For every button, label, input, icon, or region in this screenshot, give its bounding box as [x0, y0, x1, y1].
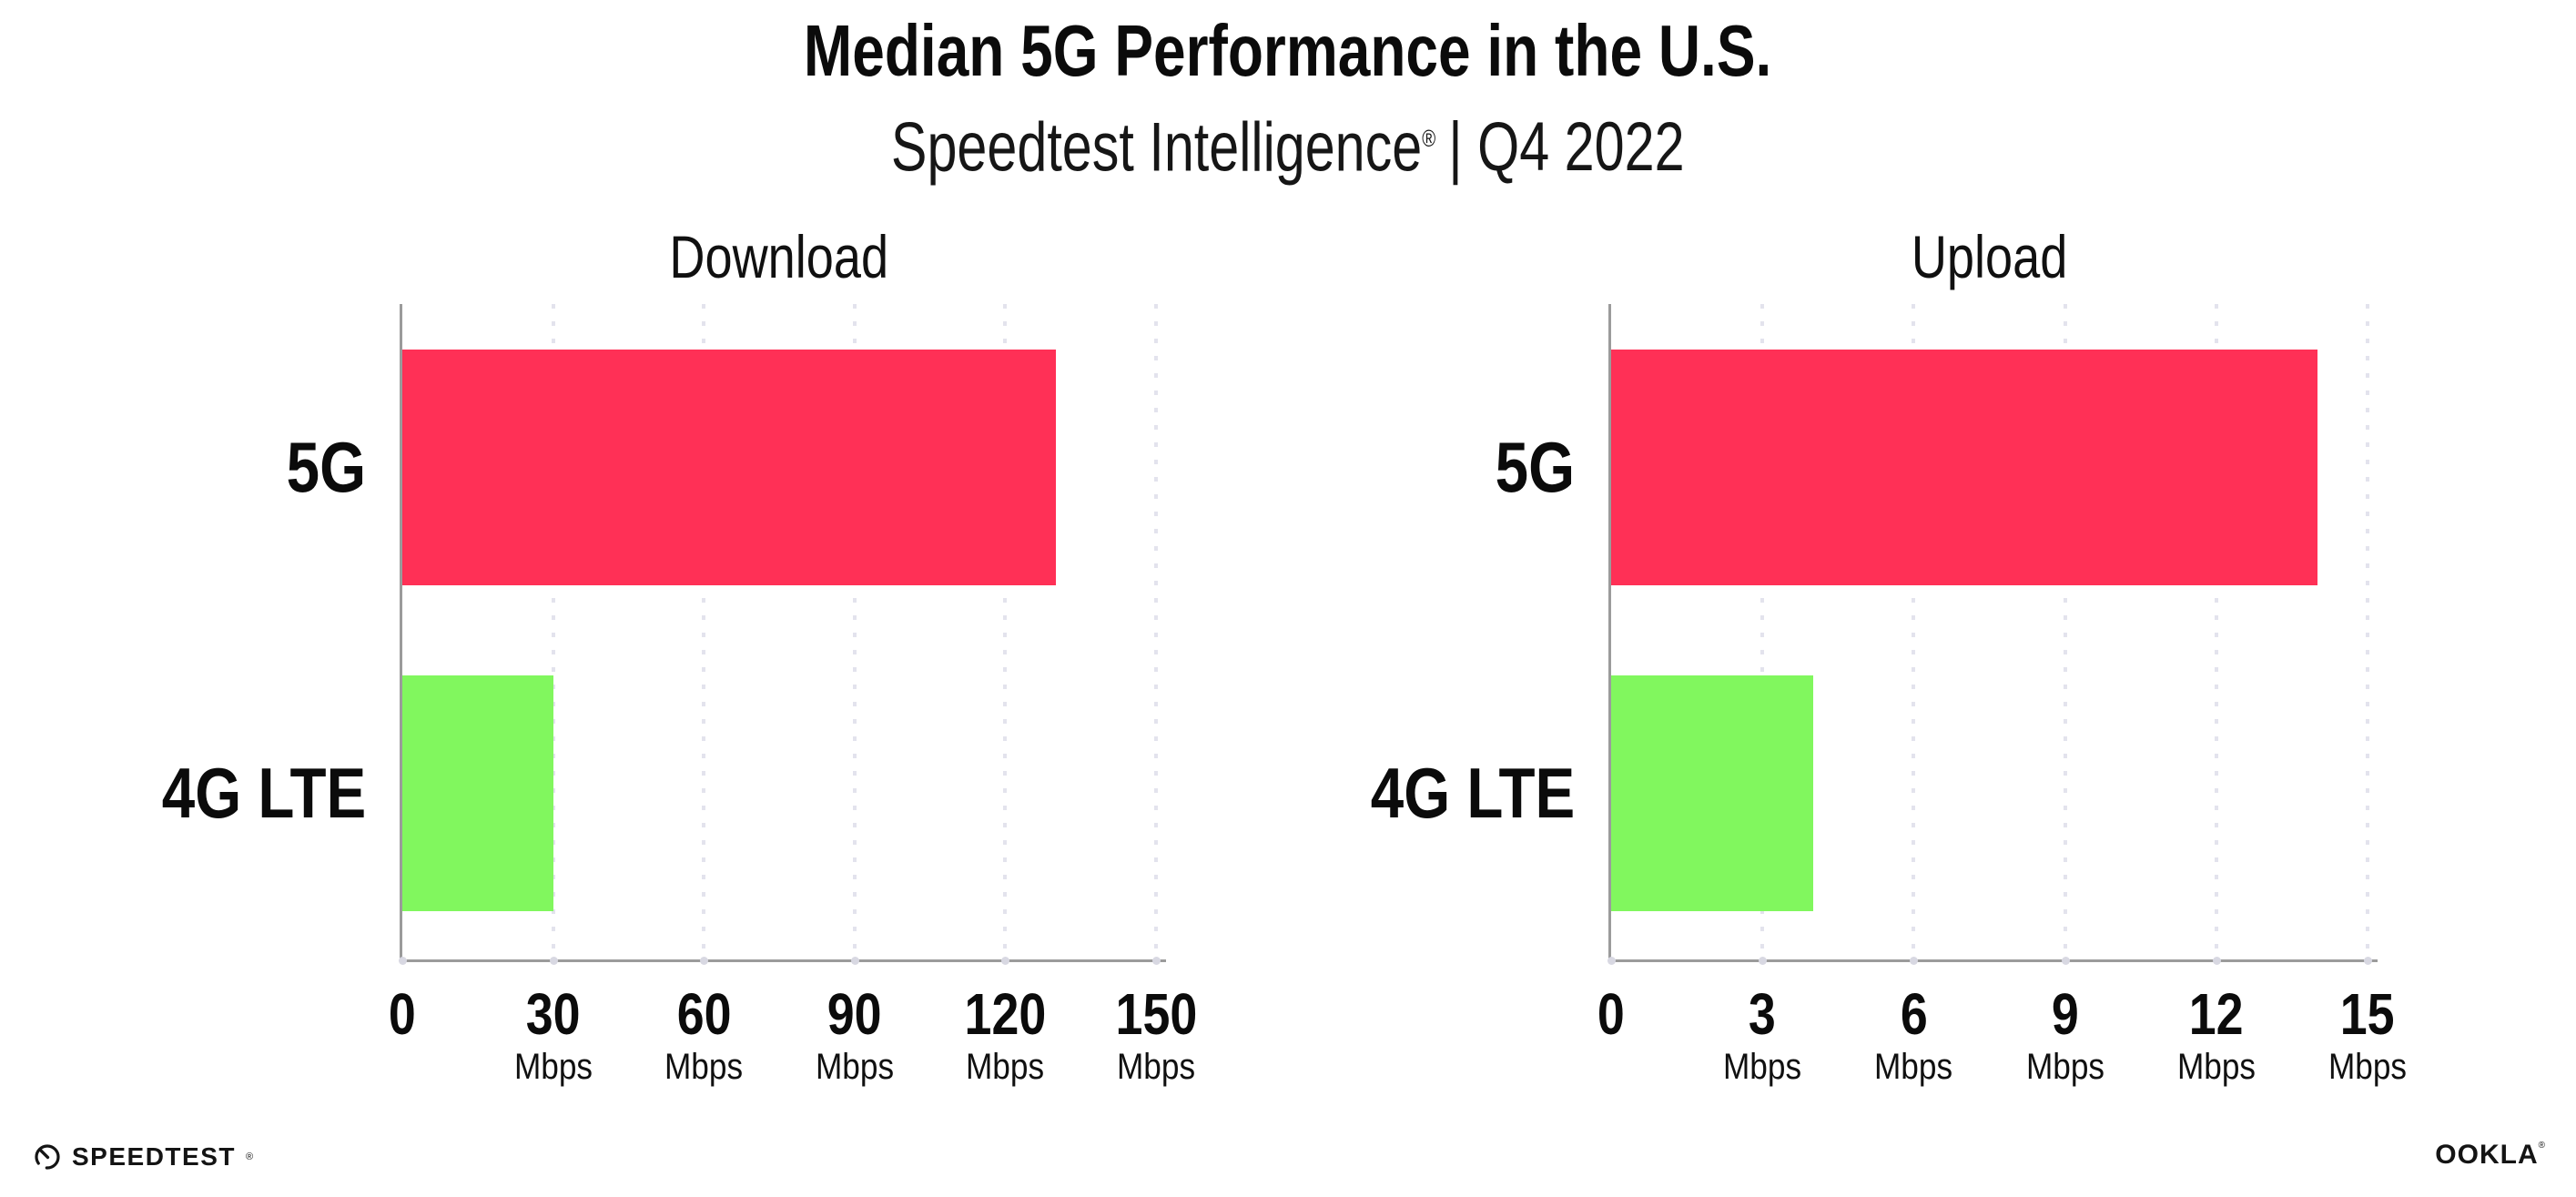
axis-tick-dot: [850, 957, 859, 965]
tick-value: 9: [2051, 981, 2079, 1047]
category-label: 5G: [1101, 350, 1575, 585]
x-axis: [1608, 959, 2378, 962]
tick-value: 3: [1749, 981, 1777, 1047]
ookla-registered-icon: ®: [2538, 1141, 2545, 1151]
chart-title: Download: [402, 224, 1156, 289]
tick-value: 6: [1900, 981, 1928, 1047]
gridline: [1760, 304, 1765, 959]
subtitle-brand: Speedtest Intelligence: [891, 108, 1423, 187]
axis-tick-dot: [2212, 957, 2221, 965]
bar-4g-lte: [402, 675, 553, 911]
category-label: 5G: [0, 350, 366, 585]
tick-unit: Mbps: [1116, 1047, 1196, 1087]
y-axis: [400, 304, 402, 962]
tick-unit: Mbps: [664, 1047, 744, 1087]
category-label: 4G LTE: [0, 675, 366, 911]
x-tick-label: 60 Mbps: [594, 985, 813, 1087]
axis-tick-dot: [2364, 957, 2372, 965]
axis-tick-dot: [1152, 957, 1161, 965]
x-tick-label: 90 Mbps: [745, 985, 964, 1087]
bar-4g-lte: [1611, 675, 1813, 911]
tick-value: 150: [1115, 981, 1197, 1047]
ookla-wordmark: OOKLA: [2435, 1140, 2539, 1170]
x-tick-label: 120 Mbps: [896, 985, 1114, 1087]
tick-unit: Mbps: [966, 1047, 1045, 1087]
gridline: [1912, 304, 1916, 959]
speedtest-logo: SPEEDTEST ®: [33, 1140, 253, 1174]
tick-unit: Mbps: [815, 1047, 894, 1087]
page-title-text: Median 5G Performance in the U.S.: [804, 10, 1772, 91]
tick-value: 12: [2188, 981, 2244, 1047]
speedtest-wordmark: SPEEDTEST: [72, 1142, 236, 1171]
tick-unit: Mbps: [1723, 1047, 1802, 1087]
x-tick-label: 150 Mbps: [1047, 985, 1265, 1087]
gridline: [2214, 304, 2218, 959]
category-label: 4G LTE: [1101, 675, 1575, 911]
x-tick-label: 9 Mbps: [1956, 985, 2175, 1087]
tick-value: 0: [389, 981, 416, 1047]
subtitle-period: | Q4 2022: [1448, 108, 1685, 187]
axis-tick-dot: [1001, 957, 1010, 965]
x-tick-label: 0: [1502, 985, 1720, 1043]
chart-title-text: Upload: [1911, 223, 2068, 290]
category-label-text: 5G: [286, 427, 366, 507]
tick-unit: Mbps: [2176, 1047, 2256, 1087]
x-axis: [400, 959, 1166, 962]
x-tick-label: 30 Mbps: [444, 985, 663, 1087]
tick-unit: Mbps: [2025, 1047, 2104, 1087]
axis-tick-dot: [1607, 957, 1616, 965]
gridline: [2063, 304, 2067, 959]
tick-unit: Mbps: [2328, 1047, 2408, 1087]
category-label-text: 5G: [1495, 427, 1575, 507]
axis-tick-dot: [549, 957, 558, 965]
page-title: Median 5G Performance in the U.S.: [0, 7, 2576, 94]
tick-unit: Mbps: [1874, 1047, 1953, 1087]
gridline: [702, 304, 706, 959]
tick-value: 15: [2340, 981, 2395, 1047]
tick-value: 0: [1597, 981, 1625, 1047]
tick-value: 120: [964, 981, 1047, 1047]
gridline: [1154, 304, 1158, 959]
speedtest-gauge-icon: [35, 1144, 60, 1170]
ookla-logo: OOKLA ®: [2435, 1138, 2545, 1172]
chart-title: Upload: [1611, 224, 2368, 289]
axis-tick-dot: [700, 957, 709, 965]
gridline: [1003, 304, 1008, 959]
gridline: [852, 304, 857, 959]
x-tick-label: 3 Mbps: [1653, 985, 1871, 1087]
axis-tick-dot: [2061, 957, 2070, 965]
x-tick-label: 15 Mbps: [2258, 985, 2477, 1087]
gridline: [551, 304, 555, 959]
axis-tick-dot: [1759, 957, 1768, 965]
registered-mark-icon: ®: [1422, 125, 1436, 152]
axis-tick-dot: [1910, 957, 1919, 965]
tick-value: 60: [676, 981, 732, 1047]
speedtest-registered-icon: ®: [245, 1151, 254, 1162]
chart-title-text: Download: [669, 223, 889, 290]
tick-value: 30: [525, 981, 581, 1047]
tick-unit: Mbps: [513, 1047, 593, 1087]
x-tick-label: 0: [293, 985, 512, 1043]
category-label-text: 4G LTE: [1370, 753, 1575, 833]
page-subtitle: Speedtest Intelligence® | Q4 2022: [0, 96, 2576, 186]
axis-tick-dot: [399, 957, 407, 965]
y-axis: [1608, 304, 1611, 962]
x-tick-label: 6 Mbps: [1804, 985, 2023, 1087]
gridline: [2366, 304, 2369, 959]
tick-value: 90: [827, 981, 882, 1047]
x-tick-label: 12 Mbps: [2107, 985, 2326, 1087]
category-label-text: 4G LTE: [161, 753, 366, 833]
bar-5g: [1611, 350, 2317, 585]
bar-5g: [402, 350, 1056, 585]
